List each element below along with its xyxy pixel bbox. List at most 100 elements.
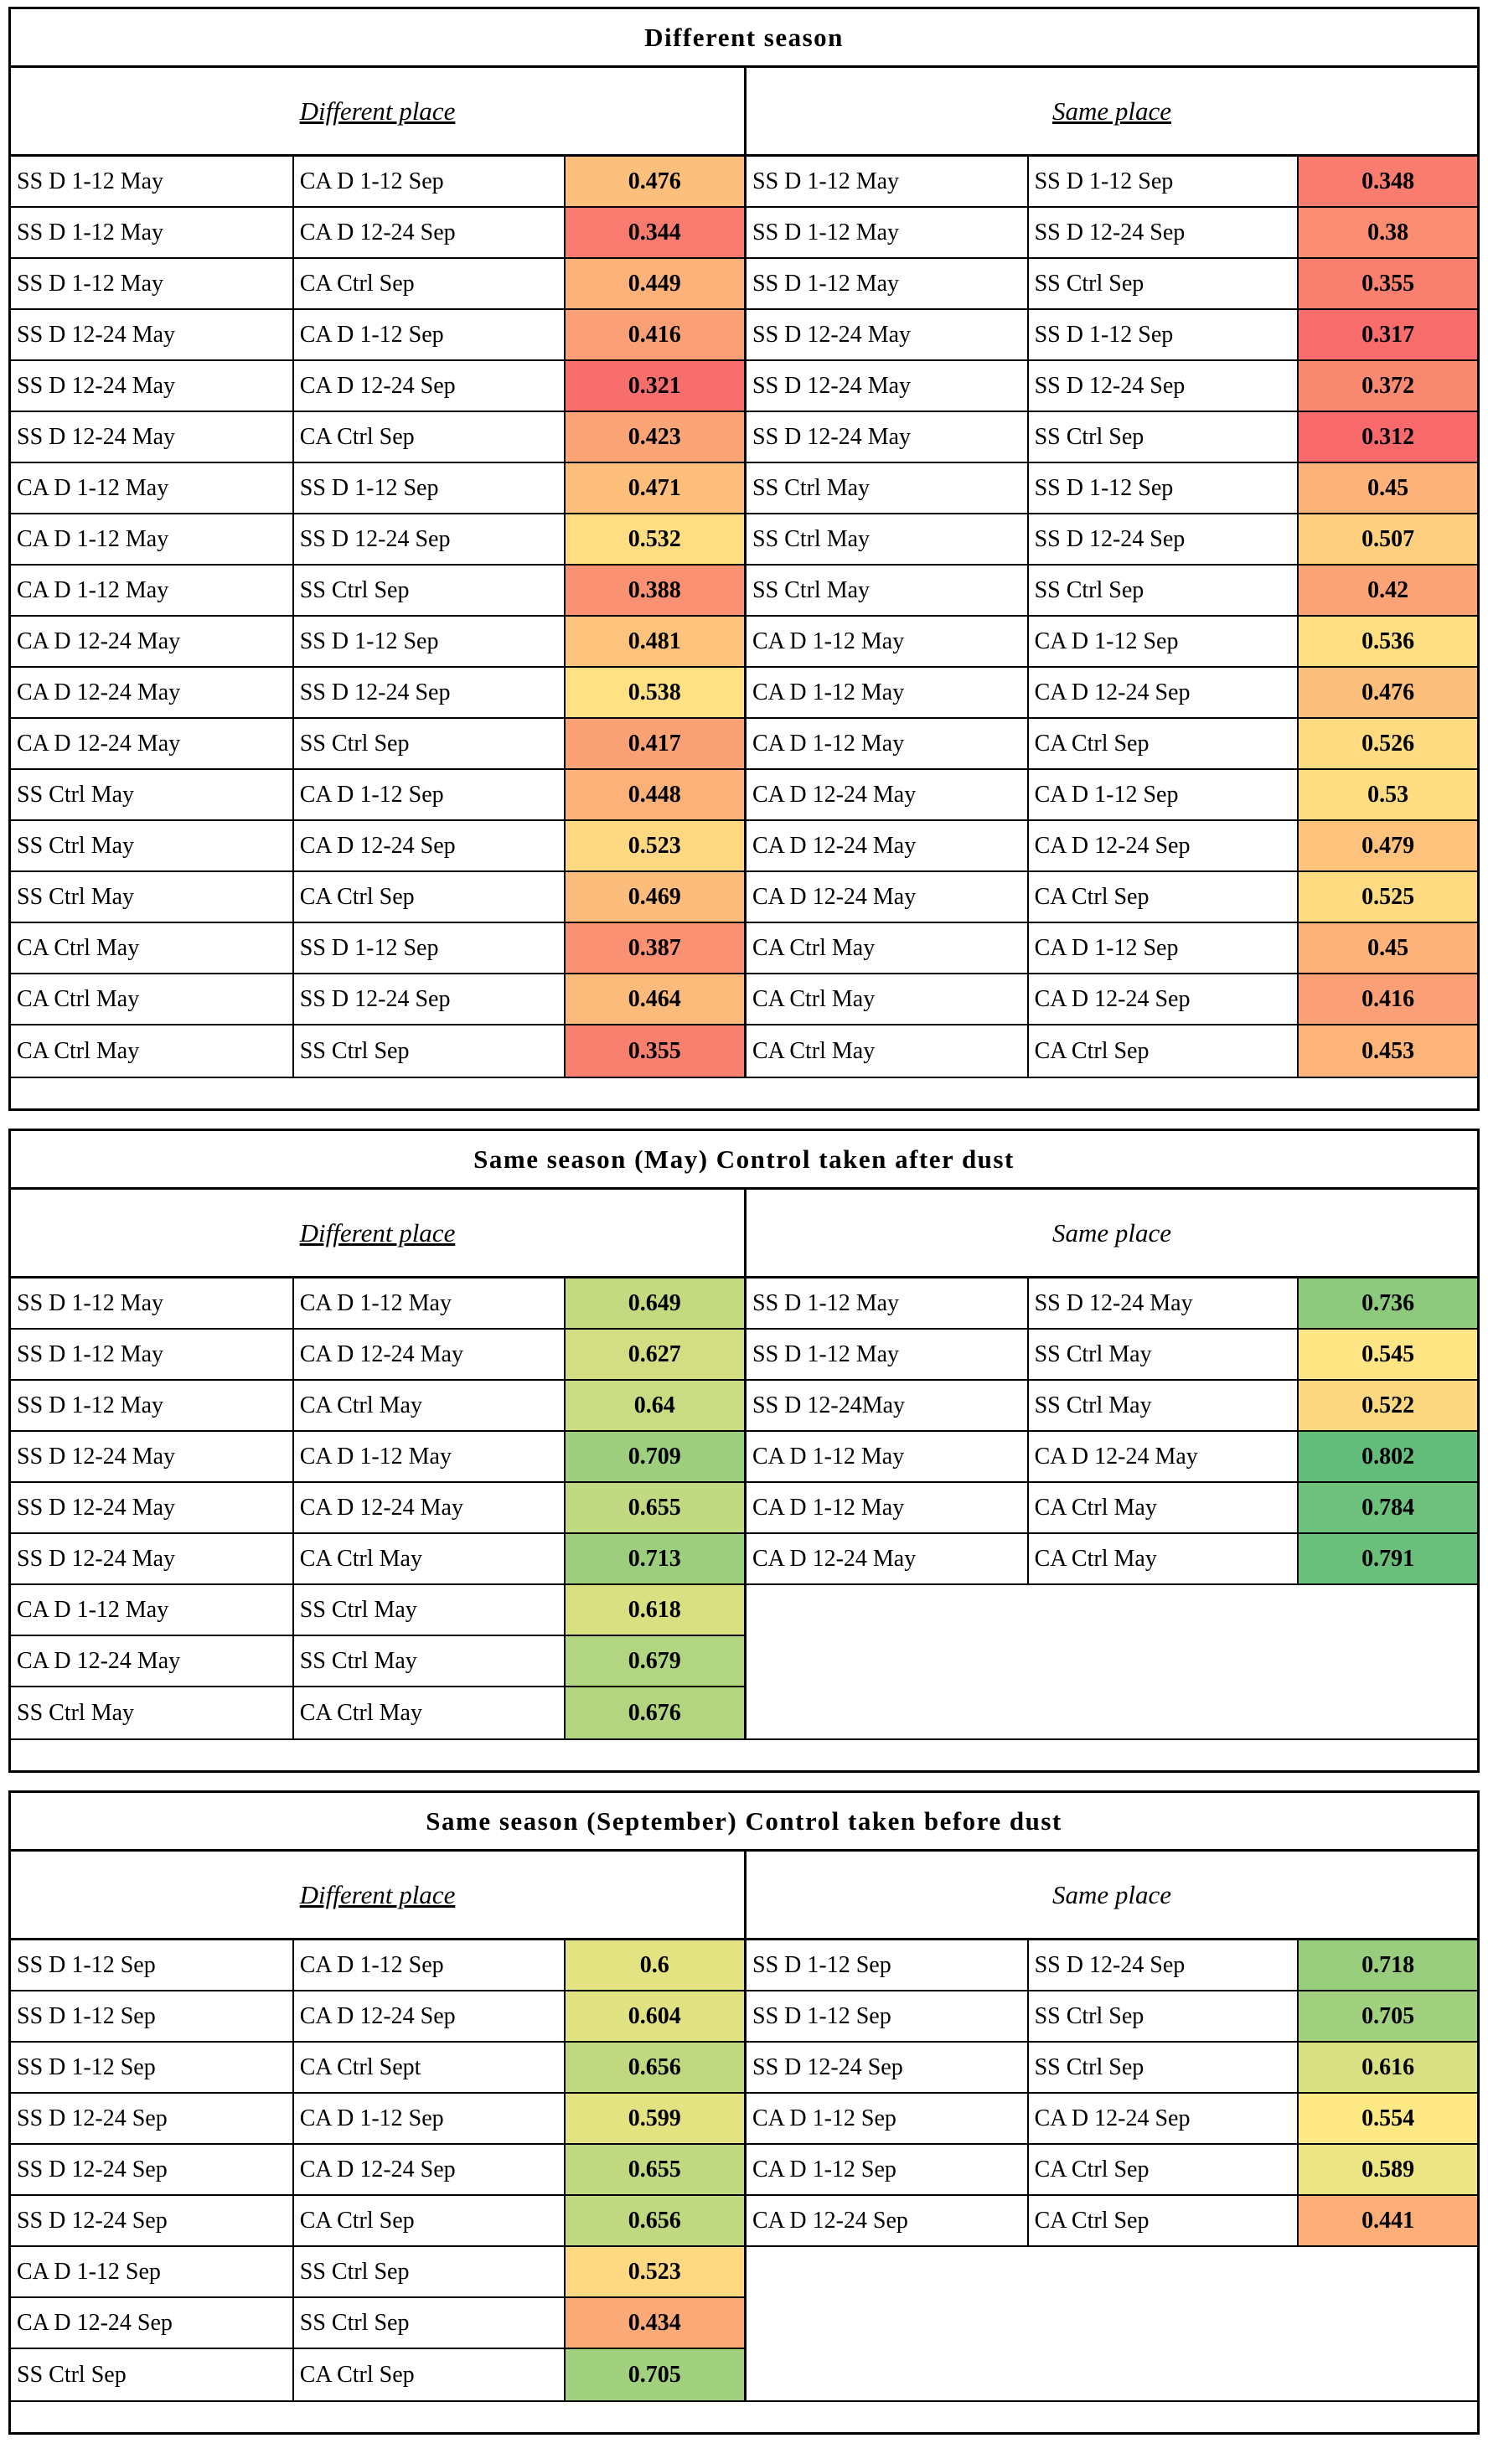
similarity-value: 0.802 [1299, 1432, 1477, 1481]
similarity-value: 0.523 [565, 821, 744, 870]
similarity-value: 0.423 [565, 412, 744, 462]
sample-label-b: SS Ctrl Sep [1029, 259, 1299, 308]
sample-label-a: SS Ctrl May [747, 566, 1029, 615]
header-row: Different place Same place [11, 1190, 1477, 1278]
sample-label-a: CA D 1-12 May [747, 719, 1029, 768]
sample-label-b: SS D 1-12 Sep [1029, 463, 1299, 513]
column-group-same-place: Same place [744, 1190, 1477, 1276]
similarity-value: 0.317 [1299, 310, 1477, 359]
sample-label-b: CA Ctrl May [1029, 1534, 1299, 1583]
sample-label-a: CA D 12-24 May [747, 872, 1029, 922]
sample-label-b: SS Ctrl Sep [294, 719, 566, 768]
sample-label-a: SS D 1-12 May [11, 1278, 294, 1328]
sample-label-a: SS D 12-24 Sep [11, 2196, 294, 2245]
sample-label-a: CA D 1-12 May [747, 617, 1029, 666]
sample-label-a: SS D 12-24 May [11, 310, 294, 359]
table-row: CA D 1-12 Sep CA D 12-24 Sep 0.554 [747, 2094, 1477, 2145]
table-row: CA D 1-12 May SS Ctrl Sep 0.388 [11, 566, 744, 617]
sample-label-a: SS D 1-12 May [11, 259, 294, 308]
sample-label-b: SS D 1-12 Sep [294, 923, 566, 973]
similarity-value: 0.526 [1299, 719, 1477, 768]
different-place-rows: SS D 1-12 May CA D 1-12 Sep 0.476 SS D 1-12… [11, 157, 744, 1077]
sample-label-a: CA D 1-12 May [11, 1585, 294, 1635]
sample-label-b: CA D 1-12 Sep [294, 1940, 566, 1990]
table-row: SS D 12-24 May SS Ctrl Sep 0.312 [747, 412, 1477, 463]
sample-label-b: CA D 1-12 Sep [1029, 617, 1299, 666]
sample-label-a: SS D 12-24 May [747, 361, 1029, 411]
column-group-different-place: Different place [299, 96, 456, 126]
table-body: SS D 1-12 May CA D 1-12 Sep 0.476 SS D 1-12… [11, 157, 1477, 1077]
spacer-row [11, 1738, 1477, 1770]
sample-label-a: SS D 1-12 May [11, 208, 294, 257]
similarity-value: 0.38 [1299, 208, 1477, 257]
similarity-value: 0.45 [1299, 463, 1477, 513]
sample-label-b: CA D 12-24 Sep [294, 1991, 566, 2041]
table-row: SS D 1-12 Sep SS D 12-24 Sep 0.718 [747, 1940, 1477, 1991]
sample-label-a: CA D 1-12 May [11, 566, 294, 615]
spacer-row [11, 1077, 1477, 1108]
sample-label-b: CA D 1-12 May [294, 1432, 566, 1481]
sample-label-b: SS D 12-24 Sep [294, 668, 566, 717]
sample-label-b: CA Ctrl May [294, 1687, 566, 1738]
sample-label-a: SS D 1-12 May [11, 1330, 294, 1379]
sample-label-a: SS Ctrl May [11, 821, 294, 870]
sample-label-b: CA D 12-24 Sep [1029, 668, 1299, 717]
similarity-value: 0.416 [565, 310, 744, 359]
table-row: SS D 1-12 Sep CA Ctrl Sept 0.656 [11, 2043, 744, 2094]
similarity-value: 0.589 [1299, 2145, 1477, 2194]
table-row: CA Ctrl May SS Ctrl Sep 0.355 [11, 1025, 744, 1077]
table-row: CA D 1-12 May SS Ctrl May 0.618 [11, 1585, 744, 1636]
sample-label-a: SS D 1-12 May [747, 1278, 1029, 1328]
sample-label-b: CA Ctrl Sep [294, 412, 566, 462]
similarity-value: 0.525 [1299, 872, 1477, 922]
similarity-value: 0.656 [565, 2043, 744, 2092]
table-row: SS D 12-24 Sep CA D 1-12 Sep 0.599 [11, 2094, 744, 2145]
similarity-value: 0.791 [1299, 1534, 1477, 1583]
column-group-different-place: Different place [299, 1217, 456, 1247]
column-group-same-place: Same place [744, 68, 1477, 154]
same-place-rows: SS D 1-12 May SS D 12-24 May 0.736 SS D 1-1… [744, 1278, 1477, 1738]
table-row: SS D 12-24 May CA D 12-24 Sep 0.321 [11, 361, 744, 412]
similarity-value: 0.656 [565, 2196, 744, 2245]
sample-label-a: CA D 12-24 May [11, 668, 294, 717]
sample-label-a: SS D 12-24 May [11, 1432, 294, 1481]
table-row: SS D 12-24 May SS D 1-12 Sep 0.317 [747, 310, 1477, 361]
different-place-rows: SS D 1-12 May CA D 1-12 May 0.649 SS D 1-12… [11, 1278, 744, 1738]
sample-label-b: CA D 1-12 Sep [294, 310, 566, 359]
sample-label-b: CA Ctrl Sep [1029, 872, 1299, 922]
similarity-value: 0.441 [1299, 2196, 1477, 2245]
table-row: CA D 1-12 May CA Ctrl May 0.784 [747, 1483, 1477, 1534]
different-place-rows: SS D 1-12 Sep CA D 1-12 Sep 0.6 SS D 1-12 S… [11, 1940, 744, 2400]
sample-label-b: SS D 12-24 Sep [294, 974, 566, 1024]
sample-label-a: CA Ctrl May [747, 1025, 1029, 1077]
sample-label-b: CA Ctrl May [294, 1534, 566, 1583]
similarity-value: 0.554 [1299, 2094, 1477, 2143]
sample-label-b: SS D 1-12 Sep [294, 617, 566, 666]
sample-label-b: SS D 12-24 Sep [294, 514, 566, 564]
table-row: CA D 12-24 May CA D 1-12 Sep 0.53 [747, 770, 1477, 821]
similarity-value: 0.45 [1299, 923, 1477, 973]
table-body: SS D 1-12 Sep CA D 1-12 Sep 0.6 SS D 1-12 S… [11, 1940, 1477, 2400]
table-row: CA D 12-24 May CA D 12-24 Sep 0.479 [747, 821, 1477, 872]
section-title: Same season (May) Control taken after du… [11, 1131, 1477, 1190]
empty-area [747, 1585, 1477, 1738]
sample-label-a: CA D 1-12 Sep [747, 2145, 1029, 2194]
similarity-value: 0.348 [1299, 157, 1477, 206]
similarity-value: 0.679 [565, 1636, 744, 1686]
table-row: SS D 1-12 May CA Ctrl May 0.64 [11, 1381, 744, 1432]
sample-label-a: CA Ctrl May [11, 1025, 294, 1077]
table-body: SS D 1-12 May CA D 1-12 May 0.649 SS D 1-12… [11, 1278, 1477, 1738]
table-row: SS D 1-12 Sep CA D 1-12 Sep 0.6 [11, 1940, 744, 1991]
sample-label-b: SS D 12-24 Sep [1029, 208, 1299, 257]
table-row: CA D 1-12 May CA D 1-12 Sep 0.536 [747, 617, 1477, 668]
section-different-season: Different season Different place Same pl… [8, 7, 1480, 1111]
sample-label-b: SS Ctrl Sep [294, 2247, 566, 2296]
sample-label-b: CA Ctrl Sep [1029, 2196, 1299, 2245]
sample-label-a: CA D 12-24 Sep [747, 2196, 1029, 2245]
sample-label-b: CA D 1-12 Sep [294, 770, 566, 819]
similarity-value: 0.479 [1299, 821, 1477, 870]
sample-label-b: SS Ctrl Sep [294, 2298, 566, 2348]
similarity-value: 0.523 [565, 2247, 744, 2296]
table-row: CA D 1-12 May CA D 12-24 May 0.802 [747, 1432, 1477, 1483]
sample-label-a: SS Ctrl May [11, 1687, 294, 1738]
